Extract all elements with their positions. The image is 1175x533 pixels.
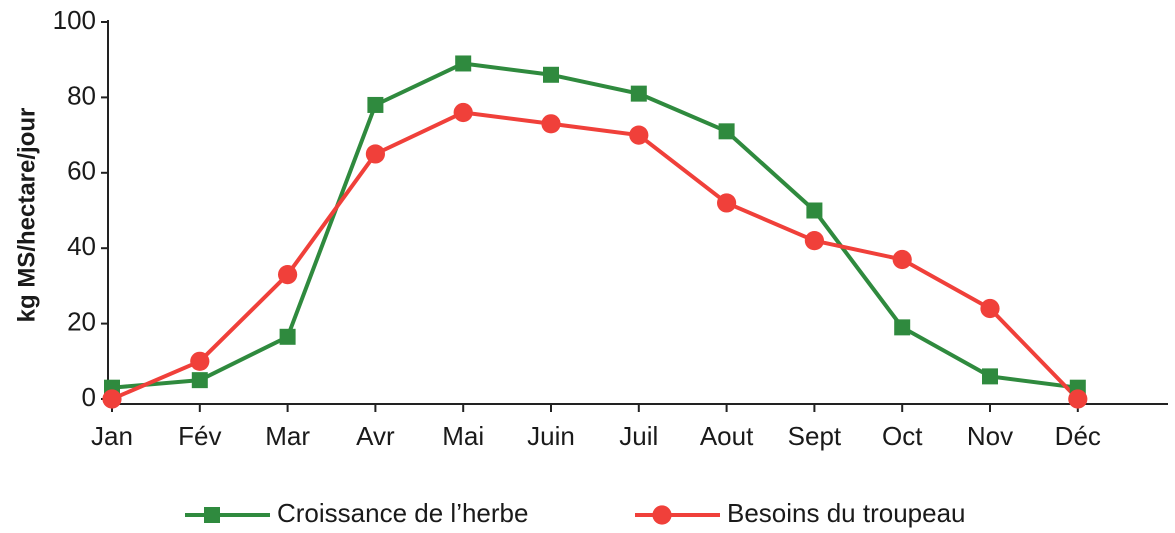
x-tick-label: Fév xyxy=(178,421,221,451)
data-point xyxy=(1068,389,1088,409)
y-axis-label: kg MS/hectare/jour xyxy=(13,108,40,323)
data-point xyxy=(191,372,208,389)
x-tick-label: Nov xyxy=(967,421,1013,451)
data-point xyxy=(365,144,385,164)
data-point xyxy=(892,249,912,270)
data-point xyxy=(718,123,735,140)
x-tick-label: Avr xyxy=(356,421,395,451)
legend-label: Besoins du troupeau xyxy=(727,498,966,528)
data-point xyxy=(541,114,561,134)
data-point xyxy=(367,96,384,113)
series-line xyxy=(111,61,1079,390)
data-point xyxy=(806,202,823,219)
data-point xyxy=(894,319,911,336)
y-tick-label: 80 xyxy=(67,80,96,110)
data-point xyxy=(190,351,210,371)
data-point xyxy=(102,389,122,409)
data-point xyxy=(543,66,559,83)
legend-marker xyxy=(652,505,672,525)
y-tick-label: 0 xyxy=(82,382,96,412)
data-point xyxy=(279,328,296,345)
legend-label: Croissance de l’herbe xyxy=(277,498,528,528)
data-point xyxy=(980,298,1000,319)
x-tick-label: Juil xyxy=(619,421,658,451)
data-point xyxy=(982,368,998,385)
data-point xyxy=(455,55,472,72)
x-tick-label: Jan xyxy=(91,421,133,451)
x-tick-label: Mai xyxy=(442,421,484,451)
y-tick-label: 60 xyxy=(67,156,96,186)
x-tick-label: Aout xyxy=(700,421,754,451)
y-tick-label: 40 xyxy=(67,231,96,261)
y-tick-label: 100 xyxy=(53,5,96,35)
series-line xyxy=(111,110,1080,401)
x-tick-label: Déc xyxy=(1055,421,1101,451)
x-tick-label: Oct xyxy=(882,421,923,451)
y-tick-label: 20 xyxy=(67,306,96,336)
x-tick-label: Juin xyxy=(527,421,575,451)
x-tick-label: Mar xyxy=(265,421,310,451)
data-point xyxy=(453,102,473,123)
data-point xyxy=(717,193,737,213)
x-tick-label: Sept xyxy=(788,421,842,451)
data-point xyxy=(804,231,825,251)
data-point xyxy=(629,125,649,145)
data-point xyxy=(278,264,298,285)
data-point xyxy=(630,85,647,102)
legend-marker xyxy=(204,507,220,523)
